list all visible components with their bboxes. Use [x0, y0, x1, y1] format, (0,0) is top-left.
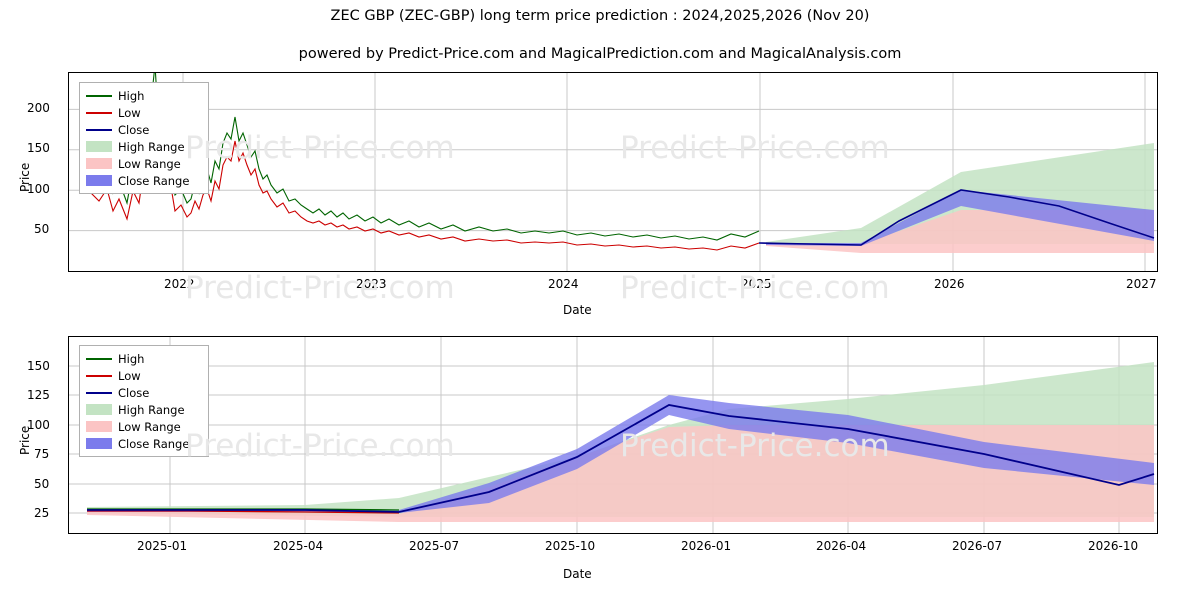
legend-label-close: Close: [118, 122, 150, 137]
legend-swatch-low-b: [86, 370, 112, 381]
bottom-ytick-100: 100: [27, 418, 50, 432]
bottom-chart-svg: [69, 337, 1157, 533]
bottom-x-axis-title: Date: [563, 567, 592, 581]
bottom-ytick-75: 75: [34, 447, 50, 461]
top-xtick-2024: 2024: [548, 277, 579, 291]
legend-swatch-close: [86, 124, 112, 135]
legend-swatch-high-b: [86, 353, 112, 364]
legend-item-close-range-b: Close Range: [86, 435, 202, 452]
page-title: ZEC GBP (ZEC-GBP) long term price predic…: [330, 8, 870, 24]
legend-swatch-high-range-b: [86, 404, 112, 415]
legend-swatch-close-range: [86, 175, 112, 186]
top-xtick-2025: 2025: [741, 277, 772, 291]
legend-swatch-low: [86, 107, 112, 118]
top-x-axis-title: Date: [563, 303, 592, 317]
legend-swatch-low-range: [86, 158, 112, 169]
bottom-xtick-5: 2026-01: [681, 539, 732, 553]
bottom-ytick-25: 25: [34, 506, 50, 520]
bottom-chart-panel: High Low Close High Range Low Range Clos…: [68, 336, 1158, 534]
bottom-xtick-7: 2026-07: [952, 539, 1003, 553]
legend-swatch-high: [86, 90, 112, 101]
legend-item-high-b: High: [86, 350, 202, 367]
top-chart-panel: High Low Close High Range Low Range Clos…: [68, 72, 1158, 272]
legend-label-low-b: Low: [118, 368, 141, 383]
legend-label-low-range-b: Low Range: [118, 419, 181, 434]
bottom-xtick-8: 2026-10: [1088, 539, 1139, 553]
legend-swatch-low-range-b: [86, 421, 112, 432]
legend-item-low-b: Low: [86, 367, 202, 384]
legend-label-high-range: High Range: [118, 139, 185, 154]
legend-item-high-range-b: High Range: [86, 401, 202, 418]
top-ytick-150: 150: [27, 141, 50, 155]
bottom-chart-legend: High Low Close High Range Low Range Clos…: [79, 345, 209, 457]
legend-label-low-range: Low Range: [118, 156, 181, 171]
legend-item-low-range-b: Low Range: [86, 418, 202, 435]
bottom-xtick-1: 2025-01: [137, 539, 188, 553]
bottom-ytick-150: 150: [27, 359, 50, 373]
top-xtick-2026: 2026: [934, 277, 965, 291]
legend-item-low: Low: [86, 104, 202, 121]
legend-swatch-high-range: [86, 141, 112, 152]
legend-label-high-b: High: [118, 351, 145, 366]
top-chart-legend: High Low Close High Range Low Range Clos…: [79, 82, 209, 194]
watermark-mid-left: Predict-Price.com: [185, 270, 455, 306]
top-ytick-50: 50: [34, 222, 50, 236]
bottom-xtick-6: 2026-04: [816, 539, 867, 553]
legend-label-high: High: [118, 88, 145, 103]
legend-item-close: Close: [86, 121, 202, 138]
legend-item-high-range: High Range: [86, 138, 202, 155]
legend-swatch-close-range-b: [86, 438, 112, 449]
top-xtick-2022: 2022: [164, 277, 195, 291]
bottom-xtick-3: 2025-07: [409, 539, 460, 553]
top-ytick-100: 100: [27, 182, 50, 196]
legend-item-low-range: Low Range: [86, 155, 202, 172]
bottom-xtick-4: 2025-10: [545, 539, 596, 553]
legend-label-close-b: Close: [118, 385, 150, 400]
bottom-ytick-125: 125: [27, 388, 50, 402]
bottom-ytick-50: 50: [34, 477, 50, 491]
bottom-y-axis-title: Price: [18, 425, 32, 455]
legend-label-close-range-b: Close Range: [118, 436, 190, 451]
top-ytick-200: 200: [27, 101, 50, 115]
bottom-xtick-2: 2025-04: [273, 539, 324, 553]
top-chart-svg: [69, 73, 1157, 271]
legend-item-close-b: Close: [86, 384, 202, 401]
page-subtitle: powered by Predict-Price.com and Magical…: [298, 46, 902, 62]
legend-swatch-close-b: [86, 387, 112, 398]
top-xtick-2027: 2027: [1126, 277, 1157, 291]
legend-item-close-range: Close Range: [86, 172, 202, 189]
legend-item-high: High: [86, 87, 202, 104]
legend-label-high-range-b: High Range: [118, 402, 185, 417]
legend-label-close-range: Close Range: [118, 173, 190, 188]
legend-label-low: Low: [118, 105, 141, 120]
top-xtick-2023: 2023: [356, 277, 387, 291]
top-y-axis-title: Price: [18, 162, 32, 192]
